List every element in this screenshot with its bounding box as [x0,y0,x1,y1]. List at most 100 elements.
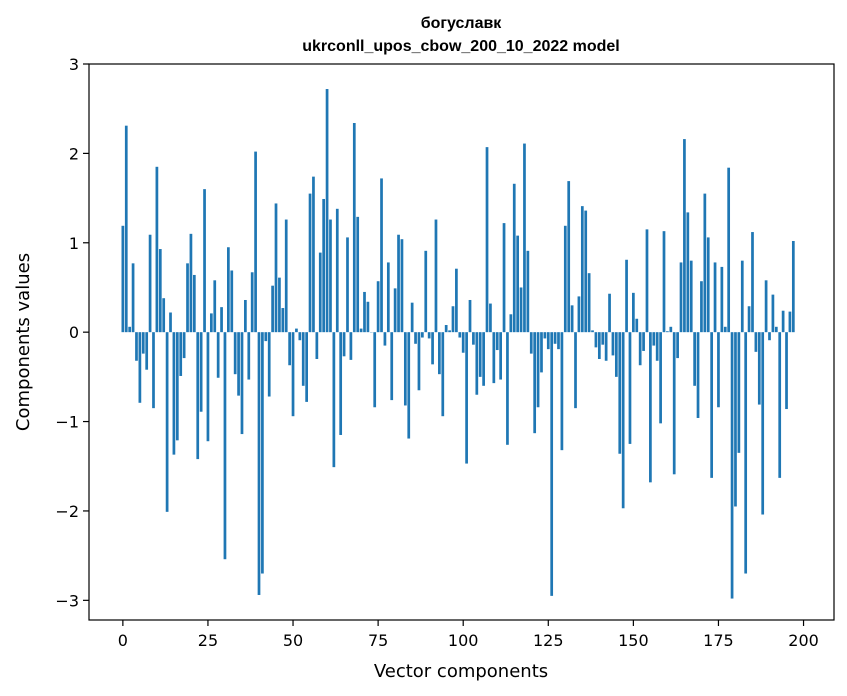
bar [601,332,605,345]
bar [717,332,720,408]
bar [124,125,128,333]
bar [611,332,615,356]
bar [356,216,360,333]
bar [706,237,710,333]
bar [329,219,332,333]
bar [546,332,550,350]
bar [322,198,326,333]
bar [720,266,724,333]
bar [502,223,506,333]
bar [737,332,741,453]
bar [257,332,261,595]
bar [574,332,577,409]
bar [199,332,203,412]
bar [472,332,475,345]
bar [182,332,186,359]
x-tick-label: 150 [618,631,649,650]
bar [438,332,441,375]
bar [649,332,652,483]
bar [237,332,240,396]
bar [693,332,696,386]
bar [553,332,557,344]
bar [291,332,295,417]
bar [295,328,298,333]
bar [410,302,414,333]
bar [346,237,349,333]
bar [662,231,666,333]
bar [676,332,679,359]
bar [774,326,778,333]
bar [730,332,734,599]
bar [584,210,588,333]
plot-frame [88,63,835,621]
x-tick-label: 125 [533,631,564,650]
bar [332,332,336,468]
bar [683,139,686,333]
chart-title: богуславк [421,15,503,32]
bar [145,332,149,370]
bar [713,262,717,333]
bar [495,332,499,351]
y-tick-label: −3 [55,591,79,610]
bar [696,332,700,418]
bar [421,332,424,338]
bar [550,332,554,596]
bar [618,332,622,454]
bar [744,332,748,574]
bar [244,299,247,333]
y-tick-label: −1 [55,413,79,432]
bar [363,291,366,333]
bar [264,332,268,342]
x-tick-label: 50 [283,631,303,650]
bar [614,332,618,377]
bar [148,234,152,333]
bar [451,306,455,333]
bar [679,262,683,333]
bar [342,332,346,357]
y-tick-label: 0 [69,323,79,342]
bar [597,332,601,359]
bar [301,332,305,386]
bar [400,239,404,333]
bar [652,332,656,346]
bar [751,232,754,333]
bar [192,274,196,333]
bar [703,193,707,333]
bar [366,301,370,333]
bar [209,313,213,333]
bar [417,332,421,391]
bar [288,332,291,366]
bar [785,332,788,410]
bar [158,249,162,333]
x-tick-label: 200 [788,631,819,650]
bar [536,332,540,408]
bar [672,332,676,475]
bar [186,263,189,333]
bar [247,332,251,380]
bar [533,332,537,434]
bar [261,332,264,574]
bar [781,310,785,333]
bar [506,332,509,445]
bar [407,332,411,439]
bar [485,147,489,333]
bar [441,332,445,417]
bar [230,270,234,333]
bar [638,332,642,366]
y-axis-ticks: −3 −2 −1 0 1 2 3 [55,55,89,610]
bar [383,332,387,346]
bar [710,332,714,478]
bar [475,332,479,395]
bar [240,332,244,435]
bar [434,219,438,333]
bar [121,225,125,333]
bar [570,305,574,333]
bar [206,332,210,442]
x-axis-label: Vector components [374,661,548,682]
bar [761,332,765,515]
bar [747,306,751,333]
bar [141,332,145,354]
bar [560,332,564,451]
bar [281,308,285,333]
bar [642,332,645,351]
